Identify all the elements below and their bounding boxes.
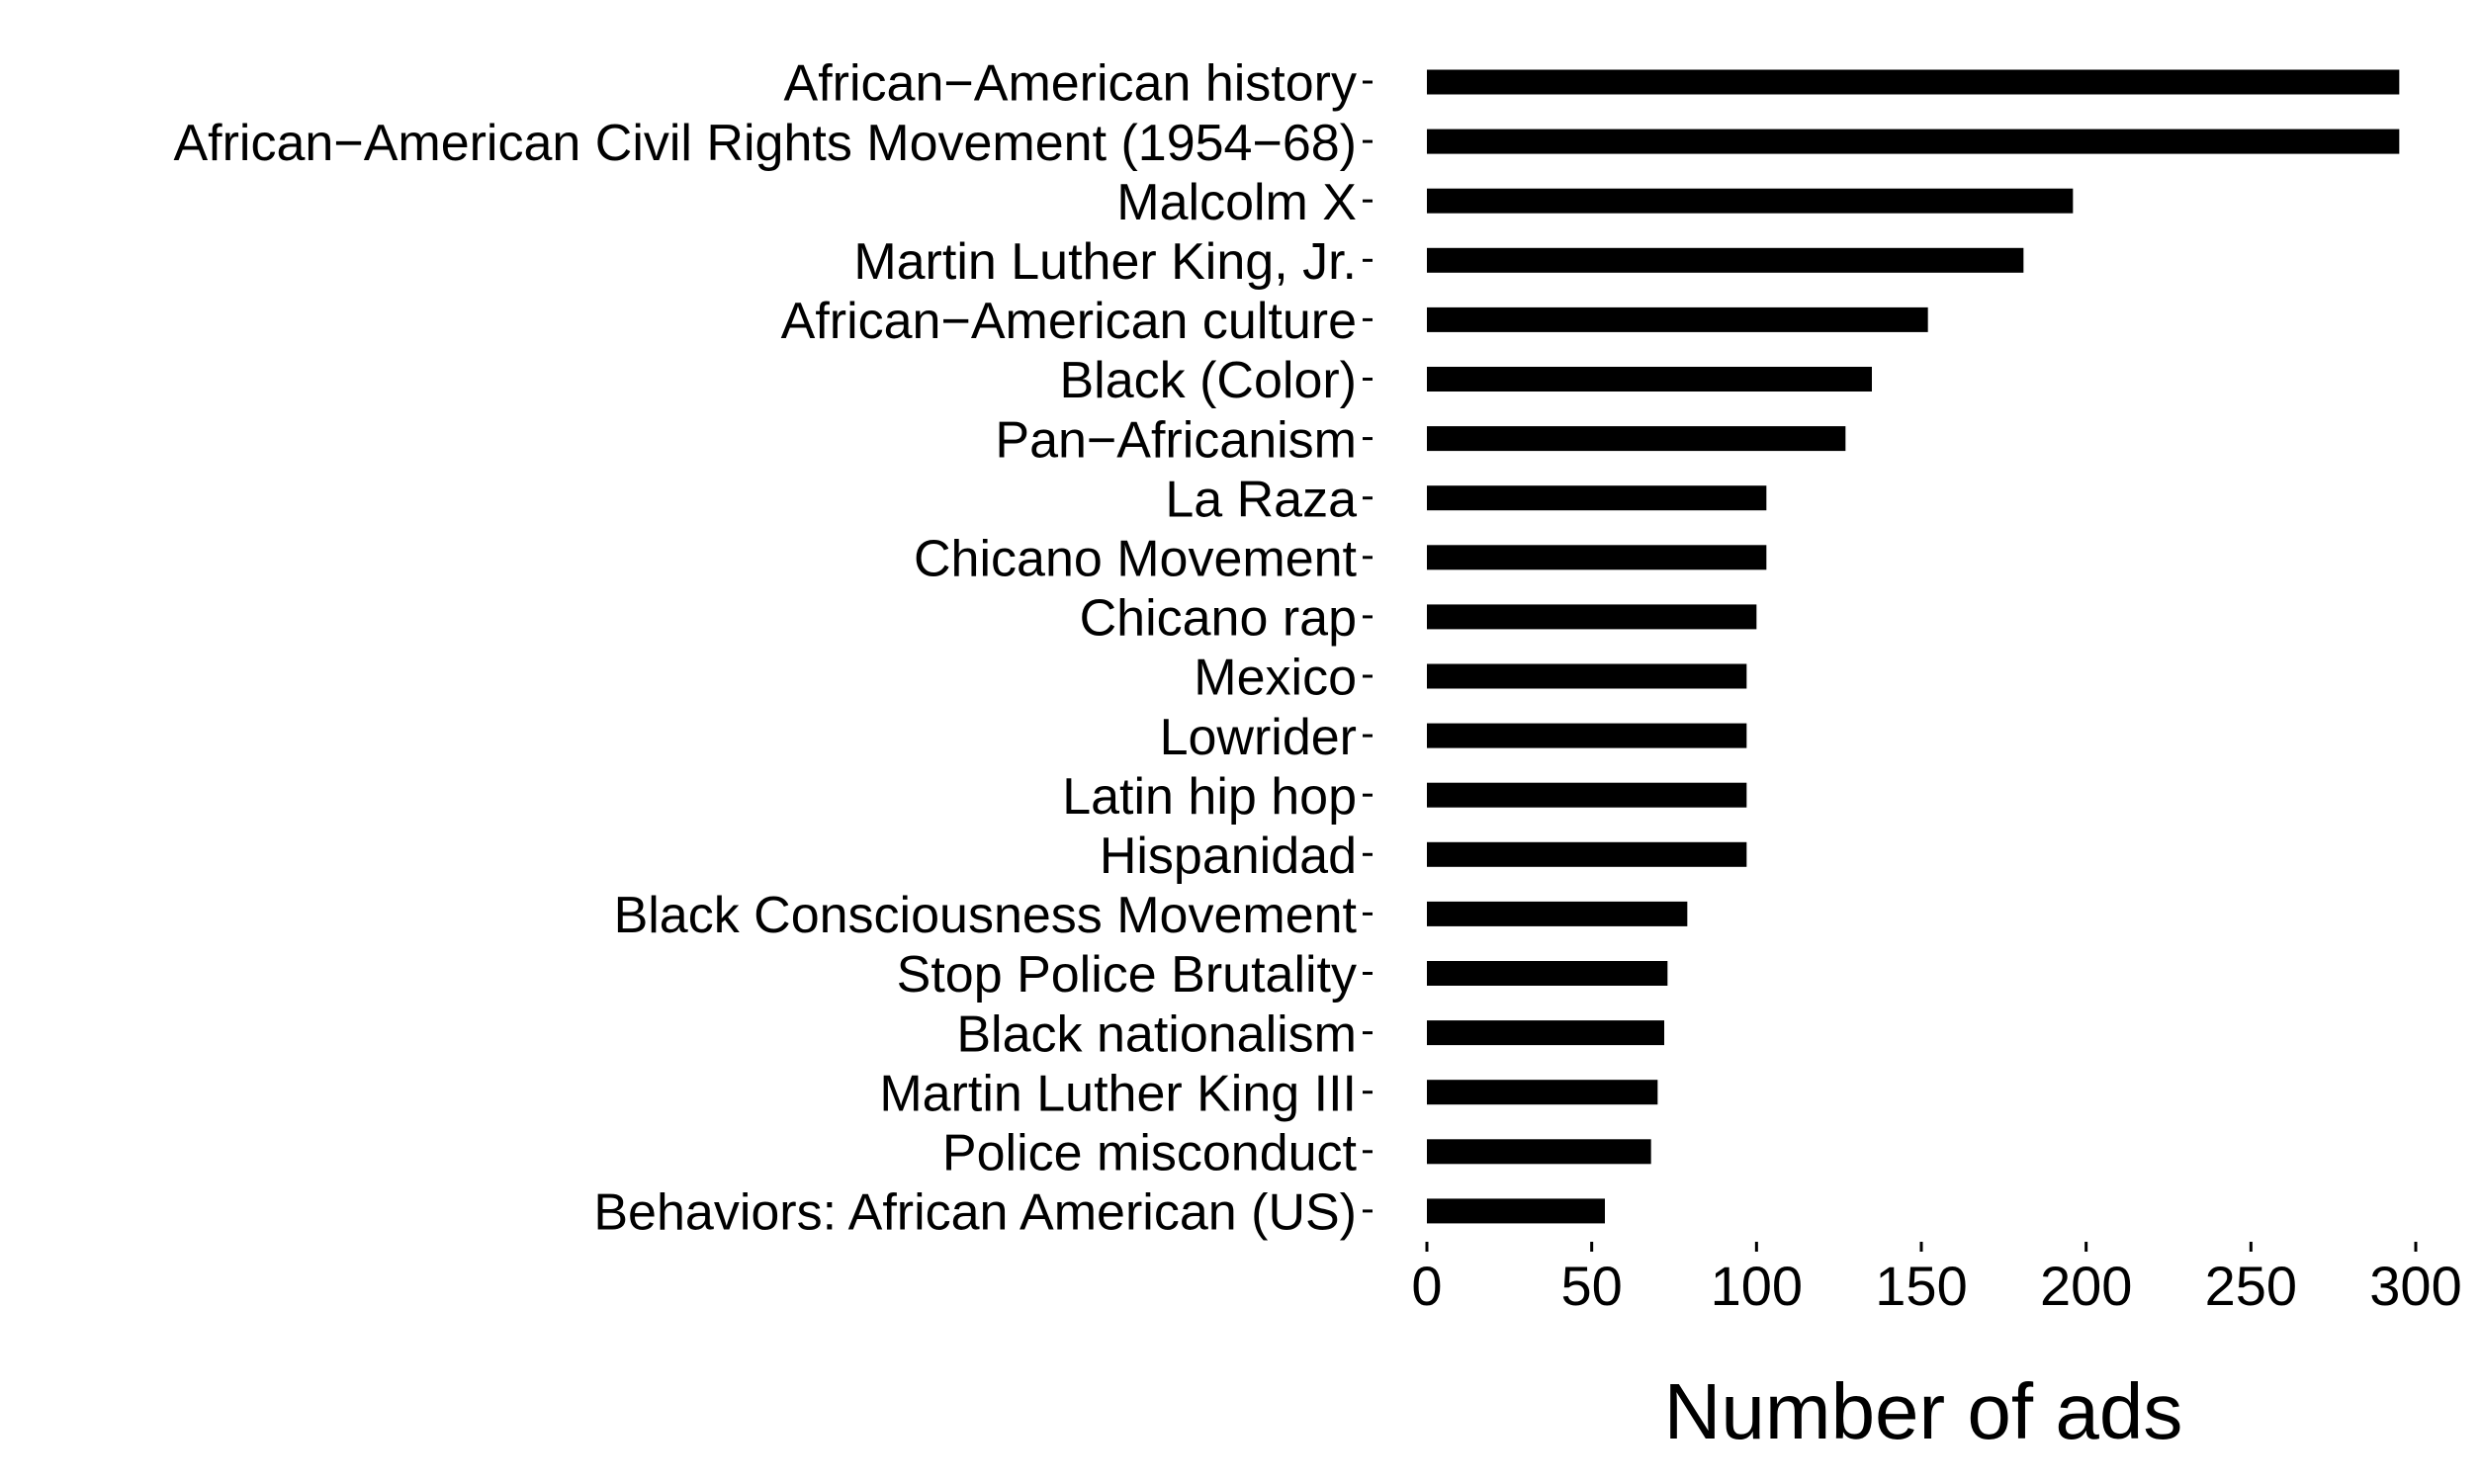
category-label-18: Police misconduct [942,1125,1358,1182]
x-tick-label-4: 200 [2040,1255,2132,1317]
bar-3 [1427,247,2024,273]
bar-9 [1427,604,1757,630]
category-label-6: Pan−Africanism [995,411,1357,469]
category-label-0: African−American history [784,55,1357,113]
category-label-5: Black (Color) [1060,352,1358,409]
bar-0 [1427,69,2400,95]
category-label-8: Chicano Movement [914,531,1358,588]
bar-1 [1427,129,2400,154]
bar-17 [1427,1080,1658,1105]
category-label-12: Latin hip hop [1062,768,1357,826]
category-label-17: Martin Luther King III [879,1065,1357,1122]
bar-15 [1427,961,1668,986]
x-tick-label-3: 150 [1875,1255,1967,1317]
category-label-4: African−American culture [781,293,1357,350]
bar-4 [1427,306,1928,332]
bar-13 [1427,841,1747,867]
bar-6 [1427,426,1846,452]
bar-16 [1427,1020,1664,1046]
category-label-7: La Raza [1165,471,1357,528]
x-tick-label-1: 50 [1561,1255,1623,1317]
bar-8 [1427,545,1767,570]
category-label-2: Malcolm X [1116,174,1357,231]
bar-5 [1427,367,1872,392]
bar-18 [1427,1139,1651,1165]
bar-12 [1427,782,1747,808]
category-label-11: Lowrider [1160,709,1357,766]
x-axis-title: Number of ads [1664,1367,2183,1455]
bar-14 [1427,901,1688,926]
category-label-19: Behaviors: African American (US) [593,1184,1357,1242]
x-tick-label-5: 250 [2205,1255,2297,1317]
category-label-9: Chicano rap [1080,590,1357,648]
x-tick-label-6: 300 [2369,1255,2461,1317]
bar-7 [1427,485,1767,511]
bar-11 [1427,723,1747,748]
x-tick-label-2: 100 [1711,1255,1803,1317]
category-label-1: African−American Civil Rights Movement (… [173,115,1357,172]
category-label-13: Hispanidad [1100,828,1357,885]
bar-2 [1427,188,2074,214]
category-label-16: Black nationalism [956,1005,1357,1063]
x-tick-label-0: 0 [1411,1255,1442,1317]
bars-layer [1427,69,2400,1224]
x-axis: 0 50 100 150 200 250 300 [1411,1242,2462,1317]
category-label-3: Martin Luther King, Jr. [853,233,1357,291]
bar-19 [1427,1198,1605,1224]
bar-10 [1427,663,1747,689]
category-labels: African−American historyAfrican−American… [173,55,1373,1242]
category-label-15: Stop Police Brutality [897,946,1357,1004]
category-label-10: Mexico [1194,650,1357,707]
category-label-14: Black Consciousness Movement [614,887,1358,944]
